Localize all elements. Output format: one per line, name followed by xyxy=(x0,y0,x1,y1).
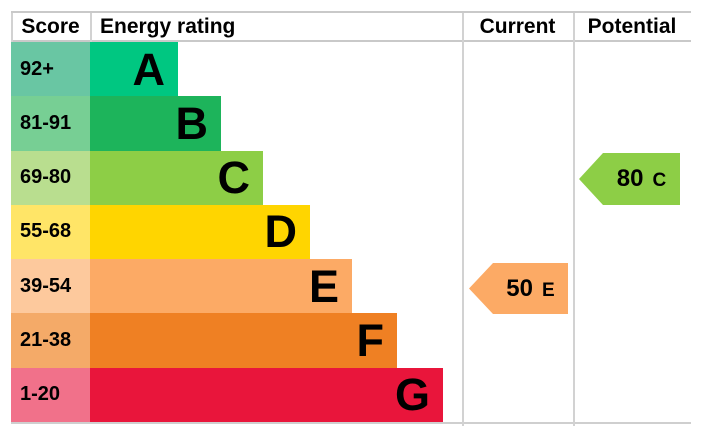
band-row-f: 21-38 F xyxy=(11,313,691,368)
band-bar: A xyxy=(90,42,178,97)
band-grade-letter: A xyxy=(132,43,166,95)
band-score-range: 55-68 xyxy=(11,204,90,260)
band-bar: B xyxy=(90,96,221,151)
band-row-d: 55-68 D xyxy=(11,204,691,260)
header-score: Score xyxy=(21,15,80,38)
band-grade-letter: D xyxy=(264,206,298,258)
band-score-range: 39-54 xyxy=(11,259,90,314)
band-bar: C xyxy=(90,150,263,205)
potential-rating-arrow: 80 C xyxy=(579,153,680,205)
current-rating-grade: E xyxy=(542,280,555,301)
band-score-range: 21-38 xyxy=(11,313,90,368)
band-bar: E xyxy=(90,259,352,314)
current-column-divider xyxy=(462,13,464,426)
current-rating-arrow: 50 E xyxy=(469,263,568,314)
band-grade-letter: F xyxy=(356,315,385,367)
band-row-e: 39-54 E xyxy=(11,259,691,314)
band-row-g: 1-20 G xyxy=(11,367,691,422)
header-energy-rating: Energy rating xyxy=(100,15,236,38)
band-grade-letter: E xyxy=(308,260,339,312)
table-header: Score Energy rating Current Potential xyxy=(11,13,691,42)
current-rating-value: 50 xyxy=(506,275,533,302)
band-score-range: 1-20 xyxy=(11,367,90,422)
band-bar: F xyxy=(90,313,397,368)
band-grade-letter: C xyxy=(217,152,251,204)
band-bar: G xyxy=(90,367,443,422)
energy-bands: 92+ A 81-91 B 69-80 C 55-68 xyxy=(11,42,691,422)
band-row-c: 69-80 C xyxy=(11,150,691,205)
band-score-range: 69-80 xyxy=(11,150,90,205)
band-row-b: 81-91 B xyxy=(11,96,691,151)
band-bar: D xyxy=(90,204,310,260)
band-score-range: 81-91 xyxy=(11,96,90,151)
score-column-divider xyxy=(90,13,92,42)
potential-rating-value: 80 xyxy=(616,165,644,192)
table-left-border xyxy=(11,13,13,42)
band-grade-letter: B xyxy=(175,97,209,149)
band-row-a: 92+ A xyxy=(11,42,691,97)
potential-rating-grade: C xyxy=(652,170,667,191)
band-score-range: 92+ xyxy=(11,42,90,97)
epc-table: Score Energy rating Current Potential 92… xyxy=(11,11,691,426)
band-grade-letter: G xyxy=(394,369,430,421)
header-current: Current xyxy=(479,15,556,38)
potential-column-divider xyxy=(573,13,575,426)
header-potential: Potential xyxy=(587,15,677,38)
